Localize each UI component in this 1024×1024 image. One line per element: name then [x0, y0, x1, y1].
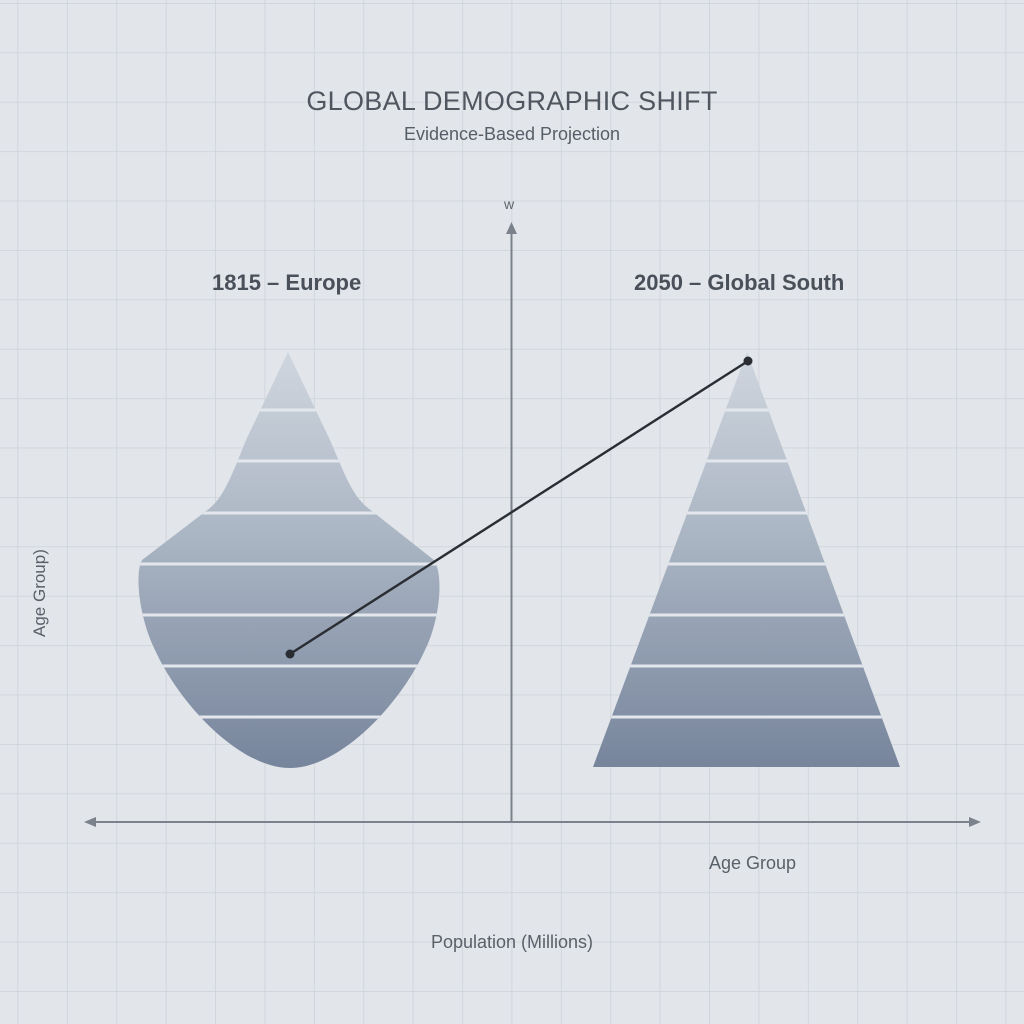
panel-label-2050-global-south: 2050 – Global South: [634, 270, 845, 295]
x-axis-secondary-label: Age Group: [709, 853, 797, 873]
connector-line: [285, 356, 753, 659]
y-axis: [506, 222, 517, 822]
x-axis-label: Population (Millions): [430, 932, 594, 952]
y-axis-arrow-icon: [506, 222, 517, 234]
connector-end-dot: [743, 356, 753, 366]
connector-start-dot: [285, 649, 295, 659]
y-axis-top-label: w: [504, 196, 515, 212]
chart-title: GLOBAL DEMOGRAPHIC SHIFT: [306, 86, 718, 116]
x-axis-left-arrow-icon: [84, 817, 96, 827]
x-axis: [84, 817, 981, 827]
y-axis-label: Age Group): [30, 549, 49, 637]
panel-label-1815-europe: 1815 – Europe: [212, 270, 362, 295]
x-axis-right-arrow-icon: [969, 817, 981, 827]
chart-subtitle: Evidence-Based Projection: [403, 124, 621, 144]
